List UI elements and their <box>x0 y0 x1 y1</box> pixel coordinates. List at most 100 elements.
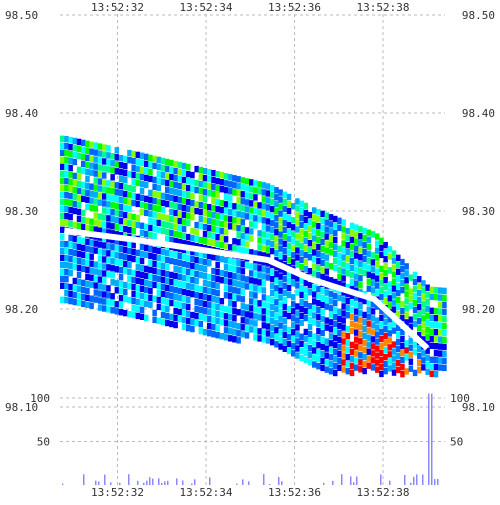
heat-cell <box>291 245 296 252</box>
heat-cell <box>97 269 103 276</box>
heat-cell <box>312 270 317 277</box>
heat-cell <box>139 194 145 201</box>
heat-cell <box>118 302 124 309</box>
heat-cell <box>135 312 141 320</box>
heat-cell <box>303 286 309 294</box>
heat-cell <box>64 192 69 199</box>
heat-cell <box>307 254 313 261</box>
heat-cell <box>76 208 82 216</box>
heat-cell <box>270 240 275 248</box>
heat-cell <box>253 320 258 327</box>
heat-cell <box>396 275 401 283</box>
heat-cell <box>207 211 212 218</box>
heat-cell <box>349 285 355 293</box>
heat-cell <box>152 162 157 170</box>
heat-cell <box>181 260 187 268</box>
heat-cell <box>295 240 300 247</box>
heat-cell <box>257 335 262 342</box>
heat-cell <box>190 318 195 326</box>
heat-cell <box>320 357 325 365</box>
heat-cell <box>186 303 191 311</box>
volume-tick-label-right: 50 <box>450 436 463 449</box>
heat-cell <box>270 268 275 276</box>
heat-cell <box>165 200 170 208</box>
heat-cell <box>433 364 439 371</box>
heat-cell <box>190 171 195 179</box>
heat-cell <box>81 139 86 147</box>
heat-cell <box>417 290 422 297</box>
heat-cell <box>85 224 90 231</box>
heat-cell <box>173 195 178 203</box>
heat-cell <box>391 306 397 313</box>
heat-cell <box>240 310 246 317</box>
heat-cell <box>312 333 317 340</box>
heat-cell <box>320 224 325 232</box>
heat-cell <box>148 273 153 281</box>
heat-cell <box>257 202 262 209</box>
heat-cell <box>282 317 288 324</box>
heat-cell <box>223 292 229 299</box>
heat-cell <box>240 177 246 184</box>
heat-cell <box>282 198 288 205</box>
heat-cell <box>215 290 220 297</box>
heat-cell <box>110 160 115 167</box>
heat-cell <box>412 341 418 349</box>
heat-cell <box>118 155 124 162</box>
heat-cell <box>265 309 271 316</box>
heat-cell <box>181 295 187 303</box>
heat-cell <box>85 217 90 224</box>
heat-cell <box>118 197 124 204</box>
heat-cell <box>291 343 296 350</box>
heat-cell <box>135 214 141 222</box>
heat-cell <box>156 198 162 206</box>
heat-cell <box>366 299 372 306</box>
heat-cell <box>244 304 250 311</box>
heat-cell <box>354 329 359 336</box>
heat-cell <box>299 242 304 249</box>
heat-cell <box>202 301 208 308</box>
heat-cell <box>173 258 178 266</box>
heat-cell <box>211 233 216 240</box>
heat-cell <box>81 279 86 287</box>
volume-bar <box>119 482 121 485</box>
heat-cell <box>114 168 120 175</box>
volume-bar <box>410 482 412 485</box>
heat-cell <box>169 271 174 279</box>
heat-cell <box>286 221 292 229</box>
heat-cell <box>198 236 204 244</box>
volume-bar <box>404 475 406 485</box>
heat-cell <box>354 315 359 322</box>
heat-cell <box>299 214 304 221</box>
heat-cell <box>68 143 73 151</box>
heat-cell <box>257 244 262 251</box>
heat-cell <box>257 188 262 195</box>
heat-cell <box>295 338 300 345</box>
heat-cell <box>68 234 73 242</box>
heat-cell <box>160 227 166 235</box>
heat-cell <box>316 286 321 293</box>
heat-cell <box>156 289 162 297</box>
heat-cell <box>85 161 90 168</box>
heat-cell <box>370 343 376 350</box>
heat-cell <box>198 292 204 300</box>
volume-bar <box>389 480 391 485</box>
heat-cell <box>261 231 267 238</box>
heat-cell <box>362 255 367 263</box>
heat-cell <box>156 177 162 185</box>
volume-bar <box>416 474 418 485</box>
heat-cell <box>215 304 220 311</box>
heat-cell <box>131 157 136 165</box>
volume-bar <box>83 474 85 485</box>
heat-cell <box>194 312 199 320</box>
heat-cell <box>223 334 229 341</box>
heat-cell <box>265 260 271 267</box>
heat-cell <box>219 312 225 319</box>
volume-bar <box>146 480 148 485</box>
heat-cell <box>391 257 397 264</box>
heat-cell <box>102 144 107 151</box>
heat-cell <box>324 254 330 261</box>
heat-cell <box>144 160 149 168</box>
heat-cell <box>215 297 220 304</box>
heat-cell <box>249 298 254 305</box>
heat-cell <box>68 178 73 186</box>
